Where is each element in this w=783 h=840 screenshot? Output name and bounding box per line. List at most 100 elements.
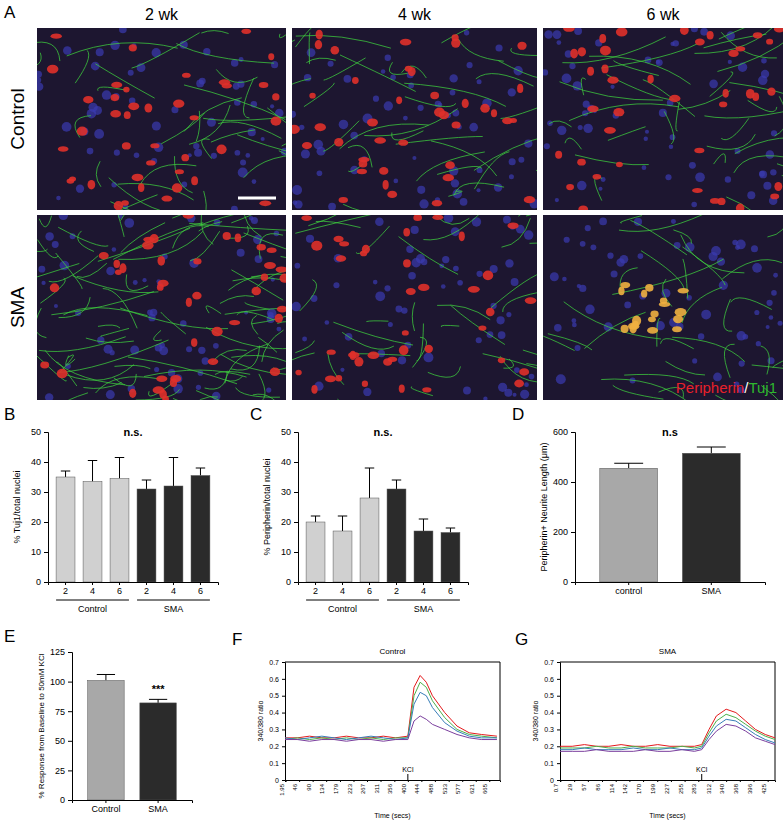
tick-mark bbox=[489, 780, 490, 782]
tick-label: 283 bbox=[691, 783, 697, 794]
tick-mark bbox=[353, 780, 354, 782]
tick-label: 0.7 bbox=[544, 659, 554, 666]
tick-label: 10 bbox=[281, 547, 291, 557]
annotation: *** bbox=[152, 683, 166, 695]
tick-mark bbox=[462, 780, 463, 782]
tick-label: 0.6 bbox=[544, 676, 554, 683]
axis: 246246 bbox=[299, 582, 469, 596]
group-bracket bbox=[137, 600, 210, 601]
tick-label: 267 bbox=[360, 783, 366, 794]
tick: 0 bbox=[286, 577, 298, 587]
tick-label: 4 bbox=[90, 586, 95, 596]
tick-mark bbox=[282, 763, 285, 764]
tick-label: 600 bbox=[553, 427, 568, 437]
tick-mark bbox=[294, 432, 298, 433]
tick: 396 bbox=[747, 780, 754, 794]
bar bbox=[110, 479, 129, 583]
axis-line bbox=[73, 801, 193, 804]
tick-mark bbox=[68, 652, 72, 653]
tick: 283 bbox=[691, 780, 698, 794]
tick: 0 bbox=[60, 795, 72, 805]
plot-area bbox=[560, 709, 775, 751]
group-bracket bbox=[56, 600, 129, 601]
tick-mark bbox=[68, 711, 72, 712]
tick: 20 bbox=[281, 517, 298, 527]
tick: 46 bbox=[292, 780, 299, 791]
tick-label: 340 bbox=[719, 783, 725, 794]
tick-label: 0 bbox=[36, 577, 41, 587]
tick: 0.1 bbox=[269, 760, 285, 767]
tick: 0 bbox=[36, 577, 48, 587]
panel-label: A bbox=[4, 3, 16, 22]
tick-label: 0.5 bbox=[544, 692, 554, 699]
tick-label: 0.7 bbox=[553, 783, 559, 792]
tick-mark bbox=[381, 780, 382, 782]
tick: 90 bbox=[306, 780, 313, 791]
legend-entry: Tuj1 bbox=[748, 379, 777, 396]
tick-mark bbox=[754, 780, 755, 782]
plot-area bbox=[306, 468, 460, 582]
tick-mark bbox=[421, 780, 422, 782]
error-bar bbox=[450, 528, 451, 533]
tick-mark bbox=[588, 780, 589, 782]
tick: 100 bbox=[50, 677, 72, 687]
tick: 267 bbox=[360, 780, 367, 794]
tick-mark bbox=[315, 582, 316, 585]
tick: 114 bbox=[609, 780, 616, 794]
tick: 179 bbox=[333, 780, 340, 794]
figure: A2 wk4 wk6 wkControlSMAPeripherin/Tuj1B0… bbox=[0, 0, 783, 840]
tick: 75 bbox=[55, 707, 72, 717]
error-bar bbox=[342, 516, 343, 531]
tick: 20 bbox=[31, 517, 48, 527]
tick-mark bbox=[557, 729, 560, 730]
trace bbox=[285, 692, 497, 739]
tick: 0 bbox=[275, 777, 285, 784]
tick-mark bbox=[92, 582, 93, 585]
group-label: Control bbox=[78, 604, 107, 614]
axis: 01020304050 bbox=[281, 427, 299, 587]
tick: 6 bbox=[448, 582, 453, 596]
tick-label: 20 bbox=[281, 517, 291, 527]
annotation: n.s. bbox=[374, 426, 393, 438]
panel-label: G bbox=[515, 630, 528, 649]
tick-label: 30 bbox=[31, 487, 41, 497]
error-cap bbox=[614, 463, 643, 464]
error-bar bbox=[158, 699, 159, 703]
tick-label: 0 bbox=[60, 795, 65, 805]
tick-label: 312 bbox=[706, 783, 712, 794]
tick-mark bbox=[282, 662, 285, 663]
tick-label: 86 bbox=[595, 783, 601, 790]
tick-label: 577 bbox=[455, 783, 461, 794]
group-label: Control bbox=[328, 604, 357, 614]
tick: 0.4 bbox=[544, 709, 560, 716]
column-header: 6 wk bbox=[647, 6, 681, 23]
tick-label: 6 bbox=[117, 586, 122, 596]
tick-mark bbox=[408, 780, 409, 782]
trace bbox=[560, 719, 775, 749]
tick-label: control bbox=[615, 586, 642, 596]
bar bbox=[306, 522, 325, 582]
tick-mark bbox=[294, 492, 298, 493]
bar bbox=[414, 531, 433, 582]
trace bbox=[285, 675, 497, 737]
tick-mark bbox=[616, 780, 617, 782]
tick-mark bbox=[173, 582, 174, 585]
error-cap bbox=[115, 457, 124, 458]
tick-label: 2 bbox=[63, 586, 68, 596]
tick-label: 0 bbox=[275, 777, 279, 784]
tick: 312 bbox=[706, 780, 713, 794]
group-bracket bbox=[306, 600, 379, 601]
tick: 0.5 bbox=[544, 692, 560, 699]
panel-label: D bbox=[512, 405, 524, 424]
tick: 368 bbox=[733, 780, 740, 794]
tick-label: 134 bbox=[319, 783, 325, 794]
bar bbox=[600, 468, 658, 582]
tick: 170 bbox=[636, 780, 643, 794]
tick-mark bbox=[68, 682, 72, 683]
error-cap bbox=[169, 457, 178, 458]
tick-mark bbox=[68, 741, 72, 742]
tick-mark bbox=[282, 713, 285, 714]
tick-label: 114 bbox=[609, 783, 615, 793]
micrograph bbox=[292, 215, 537, 400]
tick-mark bbox=[299, 780, 300, 782]
